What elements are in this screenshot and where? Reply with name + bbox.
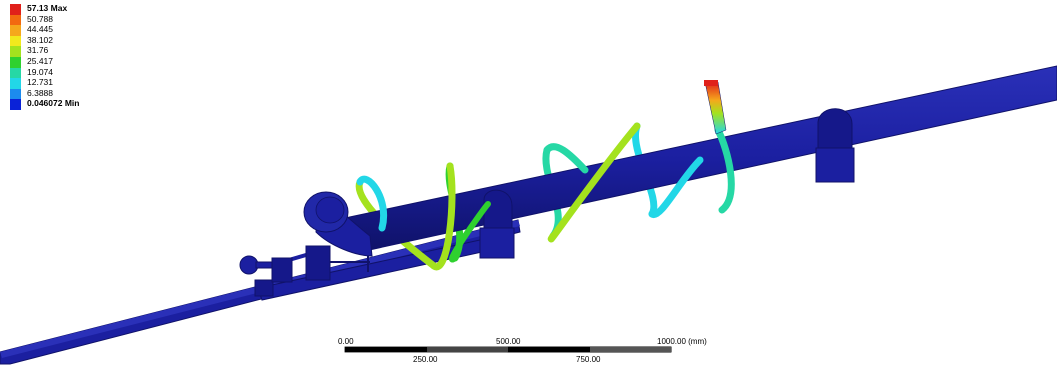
legend-label: 44.445 (27, 24, 53, 35)
helix-front (356, 122, 735, 271)
legend-row: 19.074 (10, 66, 120, 79)
legend-row: 50.788 (10, 13, 120, 26)
actuator-assembly (239, 245, 370, 283)
legend-row: 25.417 (10, 55, 120, 68)
support-1 (479, 189, 515, 259)
legend-row: 12.731 (10, 77, 120, 89)
legend-label: 57.13 Max (27, 3, 68, 13)
legend-row: 38.102 (10, 34, 120, 47)
legend-row: 0.046072 Min (10, 98, 120, 110)
legend-label: 0.046072 Min (27, 98, 80, 109)
helix-tip (704, 80, 727, 135)
legend-swatch (10, 35, 21, 47)
legend-swatch (10, 67, 21, 79)
legend-label: 50.788 (27, 13, 53, 24)
legend-label: 25.417 (27, 55, 53, 66)
legend-row: 6.3888 (10, 87, 120, 100)
inlet-elbow (303, 191, 373, 257)
legend-row: 57.13 Max (10, 3, 120, 15)
legend-swatch (10, 25, 21, 36)
legend-row: 44.445 (10, 24, 120, 36)
legend-row: 31.76 (10, 45, 120, 57)
legend-swatch (10, 88, 21, 100)
legend-label: 12.731 (27, 77, 53, 88)
legend-swatch (10, 78, 21, 89)
legend-label: 6.3888 (27, 87, 53, 98)
legend-swatch (10, 14, 21, 26)
legend-swatch (10, 56, 21, 68)
result-legend: 57.13 Max 50.788 44.445 38.102 31.76 25.417 19… (10, 3, 120, 110)
legend-swatch (10, 4, 21, 15)
legend-swatch (10, 99, 21, 110)
legend-label: 19.074 (27, 66, 53, 77)
legend-swatch (10, 46, 21, 57)
legend-label: 31.76 (27, 45, 49, 56)
support-2 (815, 108, 855, 183)
legend-label: 38.102 (27, 34, 53, 45)
